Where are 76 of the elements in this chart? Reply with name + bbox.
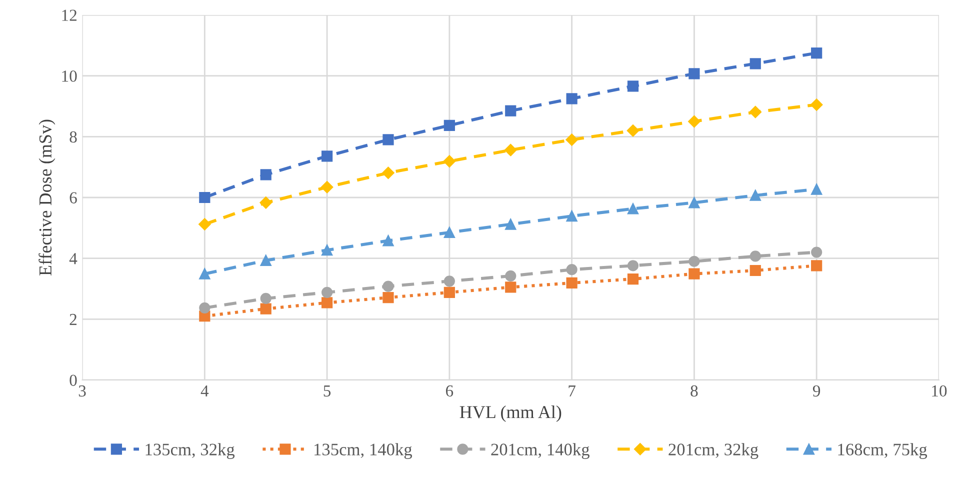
point bbox=[260, 254, 272, 266]
legend-label: 201cm, 140kg bbox=[491, 443, 590, 459]
x-tick-label: 4 bbox=[200, 385, 209, 396]
point bbox=[382, 166, 394, 179]
point bbox=[504, 144, 517, 156]
point bbox=[505, 270, 516, 282]
point bbox=[688, 197, 700, 208]
point bbox=[321, 244, 333, 256]
point bbox=[505, 218, 516, 230]
y-tick-label: 2 bbox=[70, 314, 76, 325]
point bbox=[443, 155, 456, 168]
point bbox=[627, 260, 639, 272]
point bbox=[688, 268, 700, 280]
point bbox=[444, 286, 455, 298]
point bbox=[566, 93, 578, 104]
point bbox=[382, 134, 394, 146]
x-tick-label: 8 bbox=[690, 385, 698, 397]
point bbox=[626, 124, 640, 137]
y-tick-label: 8 bbox=[70, 131, 77, 143]
point bbox=[505, 105, 516, 116]
point bbox=[811, 246, 822, 258]
point bbox=[444, 226, 455, 238]
point bbox=[260, 169, 272, 180]
point bbox=[198, 218, 211, 230]
point bbox=[260, 292, 272, 304]
legend-label: 135cm, 32kg bbox=[146, 443, 235, 459]
point bbox=[382, 235, 394, 246]
x-tick-label: 5 bbox=[324, 386, 331, 397]
point bbox=[750, 190, 761, 201]
point bbox=[260, 196, 272, 209]
point bbox=[199, 192, 210, 204]
point bbox=[382, 292, 394, 304]
x-tick-label: 6 bbox=[446, 385, 454, 397]
point bbox=[444, 276, 455, 287]
x-tick-label: 9 bbox=[812, 385, 820, 397]
point bbox=[382, 280, 394, 292]
point bbox=[199, 302, 210, 314]
point bbox=[750, 250, 761, 262]
point bbox=[749, 106, 762, 118]
point bbox=[811, 260, 822, 272]
y-axis-title: Effective Dose (mSv) bbox=[38, 120, 56, 276]
point bbox=[566, 264, 578, 276]
point bbox=[688, 115, 700, 128]
point bbox=[627, 203, 639, 214]
x-tick-label: 10 bbox=[932, 385, 947, 397]
point bbox=[627, 80, 639, 92]
y-tick-label: 10 bbox=[62, 70, 77, 82]
point bbox=[566, 210, 578, 222]
point bbox=[199, 268, 210, 280]
point bbox=[320, 181, 334, 194]
y-tick-label: 6 bbox=[70, 192, 77, 204]
point bbox=[321, 286, 333, 298]
y-tick-label: 12 bbox=[62, 10, 76, 21]
point bbox=[627, 273, 639, 285]
legend-label: 168cm, 75kg bbox=[838, 443, 928, 459]
x-tick-label: 7 bbox=[568, 386, 576, 396]
y-tick-label: 4 bbox=[69, 253, 78, 264]
y-tick-label: 0 bbox=[70, 374, 77, 386]
x-tick-label: 3 bbox=[78, 385, 86, 397]
point bbox=[444, 120, 455, 131]
x-axis-title: HVL (mm Al) bbox=[460, 406, 562, 422]
point bbox=[505, 282, 516, 293]
legend-label: 135cm, 140kg bbox=[314, 443, 412, 459]
legend-label: 201cm, 32kg bbox=[668, 443, 758, 459]
point bbox=[811, 47, 822, 59]
point bbox=[688, 256, 700, 267]
point bbox=[321, 297, 333, 308]
point bbox=[750, 58, 761, 70]
point bbox=[811, 184, 822, 195]
point bbox=[750, 264, 761, 276]
point bbox=[688, 68, 700, 80]
point bbox=[566, 134, 578, 146]
point bbox=[810, 98, 823, 111]
point bbox=[260, 303, 272, 314]
point bbox=[566, 277, 578, 289]
point bbox=[321, 150, 333, 162]
